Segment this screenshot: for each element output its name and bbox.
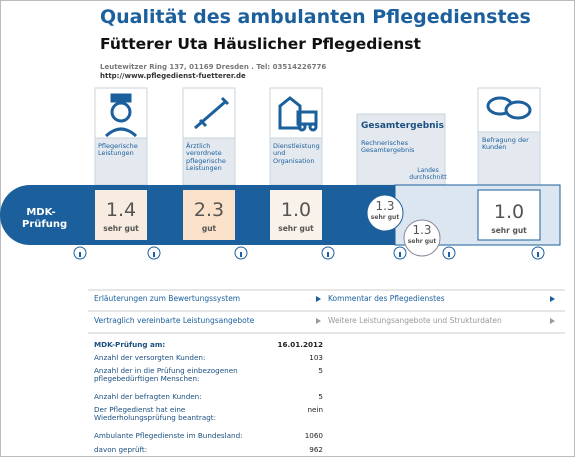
detail-label: Anzahl der in die Prüfung einbezogenen p… [94,366,238,384]
category-label: Pflegerische Leistungen [98,142,138,158]
score-value: 1.3 [375,199,395,213]
category-heading: Gesamtergebnis [361,121,444,131]
average-label: Landes durchschnitt [409,167,447,181]
link[interactable]: Erläuterungen zum Bewertungssystem [94,294,241,303]
detail-value: nein [307,405,323,414]
detail-value: 5 [318,392,323,401]
score-grade: sehr gut [103,224,139,233]
detail-label: Anzahl der befragten Kunden: [94,392,202,401]
detail-value: 5 [318,366,323,375]
detail-label: Anzahl der versorgten Kunden: [94,353,206,362]
category-label: Ärztlich verordnete pflegerische Leistun… [186,142,226,173]
separators [88,289,565,334]
category-label: Dienstleistung und Organisation [273,142,320,165]
address: Leutewitzer Ring 137, 01169 Dresden . Te… [100,63,327,71]
link[interactable]: Kommentar des Pflegedienstes [328,294,445,303]
score-grade: gut [201,224,217,233]
score-box [183,190,235,240]
band-label: MDK-Prüfung [22,207,68,230]
average-value: 1.3 [412,223,432,237]
detail-value: 962 [309,445,323,454]
score-box [95,190,147,240]
detail-value: 1060 [304,431,323,440]
icons [104,93,532,138]
score-value: 1.4 [105,199,137,221]
detail-label: davon geprüft: [94,445,148,454]
provider: Fütterer Uta Häuslicher Pflegedienst [100,35,421,53]
detail-value: 103 [309,353,323,362]
title: Qualität des ambulanten Pflegedienstes [100,6,531,28]
detail-label: Ambulante Pflegedienste im Bundesland: [94,431,243,440]
score-grade: sehr gut [278,224,314,233]
score-box [477,189,541,241]
average-grade: sehr gut [407,238,437,245]
score-value: 1.0 [493,201,525,223]
score-circle [366,194,404,232]
link[interactable]: Vertraglich vereinbarte Leistungsangebot… [94,316,255,325]
arrows [316,296,555,324]
category-label: Rechnerisches Gesamtergebnis [361,139,415,155]
detail-value: 16.01.2012 [277,340,323,349]
detail-label: Der Pflegedienst hat eine Wiederholungsp… [94,405,217,423]
score-grade: sehr gut [370,214,400,221]
website[interactable]: http://www.pflegedienst-fuetterer.de [100,72,246,80]
score-value: 2.3 [193,199,225,221]
category-label: Befragung der Kunden [482,136,529,152]
info-icons [73,246,545,260]
link[interactable]: Weitere Leistungsangebote und Strukturda… [328,316,502,325]
score-box [270,190,322,240]
score-value: 1.0 [280,199,312,221]
score-grade: sehr gut [491,226,527,235]
detail-label: MDK-Prüfung am: [94,340,166,349]
average-circle [403,219,441,257]
